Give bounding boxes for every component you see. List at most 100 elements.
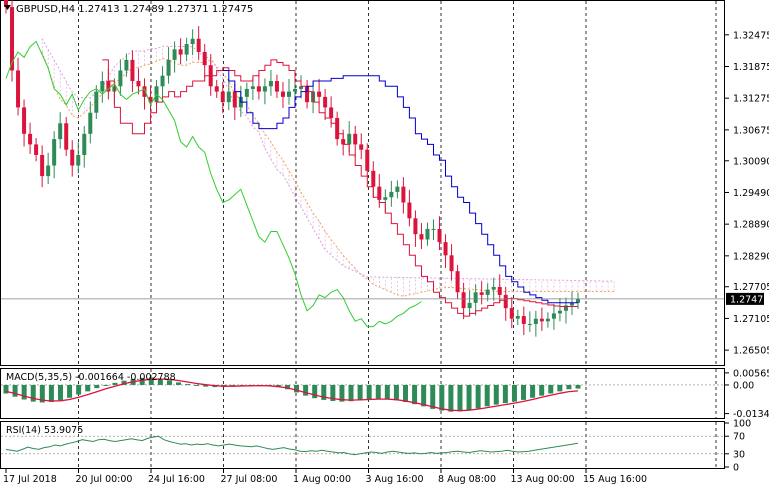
macd-histogram-bar — [76, 384, 82, 395]
candle-body — [473, 292, 478, 303]
candle-body — [395, 186, 400, 192]
time-tick-label: 17 Jul 2018 — [3, 474, 57, 485]
macd-histogram-bar — [348, 384, 354, 402]
macd-indicator: 0.0056520.00 -0.0134 — [1, 368, 769, 420]
candle-body — [88, 112, 93, 134]
macd-histogram-bar — [67, 384, 73, 398]
candle-body — [64, 123, 69, 150]
candle-body — [317, 91, 322, 97]
main-panel-frame — [0, 0, 725, 366]
candle-body — [503, 294, 508, 309]
macd-histogram-bar — [103, 384, 109, 386]
macd-histogram-bar — [57, 384, 63, 401]
macd-tick-label: 0.00 — [733, 380, 754, 391]
candle-body — [557, 310, 562, 314]
price-tick-label: 1.27105 — [733, 314, 769, 325]
macd-histogram-bar — [48, 384, 54, 403]
candle-body — [539, 318, 544, 322]
candle-body — [70, 149, 75, 166]
candle-body — [172, 49, 177, 60]
time-tick-label: 8 Aug 08:00 — [438, 474, 496, 485]
candle-body — [449, 255, 454, 272]
candle-body — [527, 323, 532, 325]
candle-body — [359, 144, 364, 150]
candle-body — [202, 51, 207, 66]
macd-histogram-bar — [566, 384, 572, 390]
price-tick-label: 1.32475 — [733, 30, 769, 41]
macd-histogram-bar — [166, 380, 172, 385]
candle-body — [106, 81, 111, 92]
candle-body — [515, 316, 520, 319]
candle-body — [551, 313, 556, 319]
candle-body — [214, 86, 219, 92]
macd-histogram-bar — [475, 384, 481, 409]
price-tick-label: 1.30675 — [733, 125, 769, 136]
candle-body — [256, 86, 261, 92]
candle-body — [82, 133, 87, 155]
time-axis: 17 Jul 2018 20 Jul 00:00 24 Jul 16:00 27 Ju… — [3, 469, 647, 485]
rsi-tick-label: 100 — [733, 419, 751, 430]
candle-body — [479, 292, 484, 295]
macd-histogram-bar — [502, 384, 508, 404]
candle-body — [491, 287, 496, 290]
time-tick-label: 1 Aug 00:00 — [293, 474, 351, 485]
candle-body — [28, 133, 33, 145]
time-tick-label: 24 Jul 16:00 — [148, 474, 205, 485]
macd-histogram-bar — [421, 384, 427, 407]
macd-histogram-bar — [402, 384, 408, 403]
candle-body — [425, 228, 430, 240]
candle-body — [323, 96, 328, 108]
macd-histogram-bar — [284, 384, 290, 390]
candle-body — [389, 191, 394, 198]
kijun-sen-line — [222, 70, 578, 304]
macd-histogram-bar — [484, 384, 490, 407]
macd-histogram-bar — [557, 384, 563, 392]
time-tick-label: 3 Aug 16:00 — [366, 474, 424, 485]
chikou-span-line — [5, 40, 422, 328]
price-tick-label: 1.31875 — [733, 62, 769, 73]
candle-body — [268, 81, 273, 87]
candle-body — [305, 86, 310, 103]
candle-body — [407, 202, 412, 219]
candle-body — [22, 107, 27, 134]
macd-histogram-bar — [85, 384, 91, 392]
macd-histogram-bar — [466, 384, 472, 411]
macd-histogram-bar — [393, 384, 399, 401]
rsi-line — [5, 435, 579, 456]
symbol-ohlc-readout: GBPUSD,H4 1.27413 1.27489 1.27371 1.2747… — [16, 4, 253, 15]
time-tick-label: 13 Aug 00:00 — [511, 474, 575, 485]
price-tick-label: 1.28290 — [733, 251, 769, 262]
candle-body — [371, 170, 376, 187]
candle-body — [280, 91, 285, 97]
candle-body — [431, 228, 436, 230]
macd-histogram-bar — [275, 384, 281, 388]
macd-histogram-bar — [521, 384, 527, 400]
candle-body — [136, 81, 141, 87]
candle-body — [94, 91, 99, 113]
triangle-down-icon[interactable] — [4, 5, 11, 10]
candle-body — [455, 271, 460, 293]
candle-body — [130, 59, 135, 82]
candle-body — [533, 318, 538, 324]
price-tick-label: 1.29490 — [733, 188, 769, 199]
macd-histogram-bar — [575, 384, 581, 389]
candle-body — [196, 38, 201, 52]
candle-body — [497, 287, 502, 295]
candle-body — [509, 308, 514, 319]
rsi-tick-label: 70 — [733, 432, 745, 443]
price-axis: 1.32475 1.31875 1.31275 1.30675 1.30090 1.294… — [1, 30, 769, 357]
macd-histogram-bar — [112, 382, 118, 385]
candle-body — [353, 133, 358, 145]
macd-histogram-bar — [430, 384, 436, 409]
macd-histogram-bar — [294, 384, 300, 393]
rsi-panel-frame — [0, 421, 725, 469]
candle-body — [365, 149, 370, 171]
candle-body — [485, 289, 490, 295]
candle-body — [545, 318, 550, 322]
candle-body — [46, 165, 51, 177]
macd-histogram-bar — [203, 384, 209, 387]
macd-histogram-bar — [21, 384, 27, 400]
price-tick-label: 1.30090 — [733, 156, 769, 167]
macd-histogram-bar — [148, 377, 154, 385]
